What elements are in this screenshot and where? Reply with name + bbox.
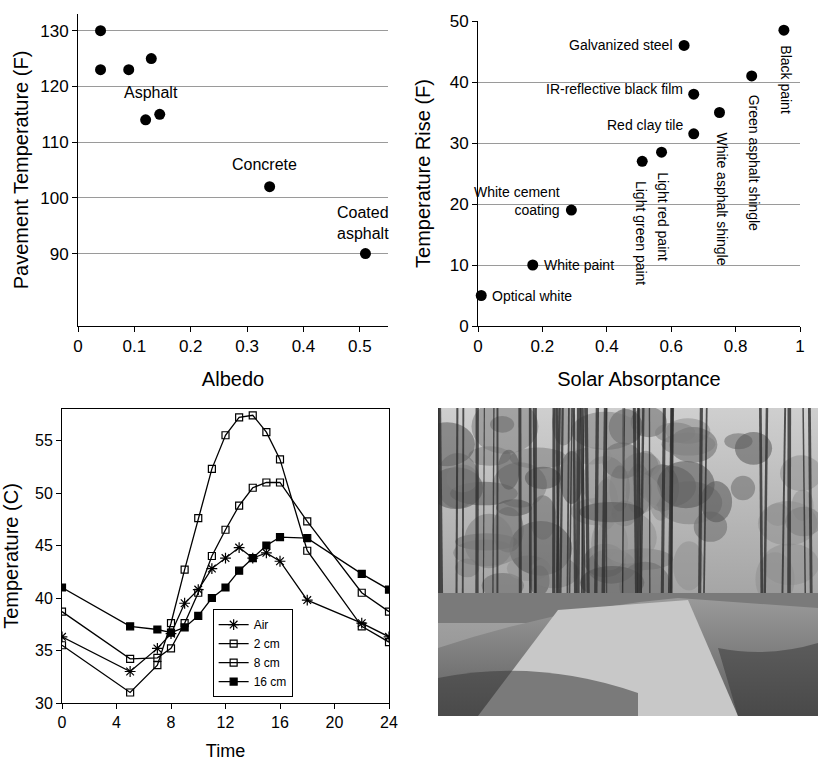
- svg-text:Temperature Rise (F): Temperature Rise (F): [412, 79, 434, 268]
- svg-text:2 cm: 2 cm: [254, 637, 280, 651]
- svg-text:50: 50: [450, 12, 469, 31]
- svg-text:12: 12: [217, 714, 235, 731]
- svg-text:Asphalt: Asphalt: [124, 84, 178, 101]
- svg-text:White paint: White paint: [544, 257, 614, 273]
- svg-text:0.4: 0.4: [292, 337, 316, 356]
- svg-text:0.2: 0.2: [179, 337, 203, 356]
- svg-text:20: 20: [326, 714, 344, 731]
- svg-text:10: 10: [450, 256, 469, 275]
- svg-text:45: 45: [35, 537, 53, 554]
- svg-text:90: 90: [50, 245, 69, 264]
- svg-text:55: 55: [35, 432, 53, 449]
- svg-text:50: 50: [35, 485, 53, 502]
- svg-text:0: 0: [473, 337, 482, 356]
- svg-text:Solar Absorptance: Solar Absorptance: [557, 368, 720, 390]
- svg-text:0.8: 0.8: [724, 337, 748, 356]
- svg-text:Black paint: Black paint: [778, 45, 794, 114]
- svg-text:White cementcoating: White cementcoating: [474, 184, 560, 218]
- svg-text:White asphalt shingle: White asphalt shingle: [714, 132, 730, 265]
- svg-text:0.3: 0.3: [235, 337, 259, 356]
- svg-text:0.5: 0.5: [348, 337, 372, 356]
- svg-text:20: 20: [450, 195, 469, 214]
- svg-text:0: 0: [58, 714, 67, 731]
- svg-text:16 cm: 16 cm: [254, 675, 287, 689]
- svg-text:110: 110: [41, 133, 68, 152]
- svg-text:Green asphalt shingle: Green asphalt shingle: [746, 95, 762, 231]
- svg-text:30: 30: [35, 695, 53, 712]
- svg-text:Galvanized steel: Galvanized steel: [569, 37, 673, 53]
- svg-text:120: 120: [40, 77, 68, 96]
- svg-text:8: 8: [167, 714, 176, 731]
- svg-text:0.1: 0.1: [123, 337, 147, 356]
- svg-text:Air: Air: [254, 618, 269, 632]
- svg-text:0: 0: [459, 317, 468, 336]
- svg-text:Concrete: Concrete: [232, 156, 297, 173]
- svg-text:0.2: 0.2: [531, 337, 555, 356]
- svg-text:16: 16: [271, 714, 289, 731]
- svg-text:0.6: 0.6: [659, 337, 683, 356]
- svg-text:40: 40: [450, 73, 469, 92]
- svg-text:Light green paint: Light green paint: [633, 181, 649, 285]
- svg-text:100: 100: [40, 189, 68, 208]
- svg-text:0: 0: [73, 337, 82, 356]
- svg-text:1: 1: [795, 337, 804, 356]
- svg-text:Red clay tile: Red clay tile: [607, 117, 683, 133]
- svg-text:Albedo: Albedo: [202, 368, 264, 390]
- svg-text:130: 130: [40, 22, 68, 41]
- svg-text:30: 30: [450, 134, 469, 153]
- svg-text:IR-reflective black film: IR-reflective black film: [546, 81, 683, 97]
- svg-text:Pavement Temperature (F): Pavement Temperature (F): [10, 51, 32, 290]
- svg-text:Temperature (C): Temperature (C): [0, 483, 22, 629]
- svg-text:40: 40: [35, 590, 53, 607]
- svg-text:Optical white: Optical white: [492, 288, 572, 304]
- svg-text:24: 24: [380, 714, 398, 731]
- svg-text:Coatedasphalt: Coatedasphalt: [337, 204, 389, 242]
- svg-text:0.4: 0.4: [595, 337, 619, 356]
- svg-text:8 cm: 8 cm: [254, 656, 280, 670]
- svg-text:35: 35: [35, 642, 53, 659]
- svg-text:Light red paint: Light red paint: [655, 172, 671, 261]
- svg-text:Time: Time: [206, 741, 245, 761]
- svg-text:4: 4: [112, 714, 121, 731]
